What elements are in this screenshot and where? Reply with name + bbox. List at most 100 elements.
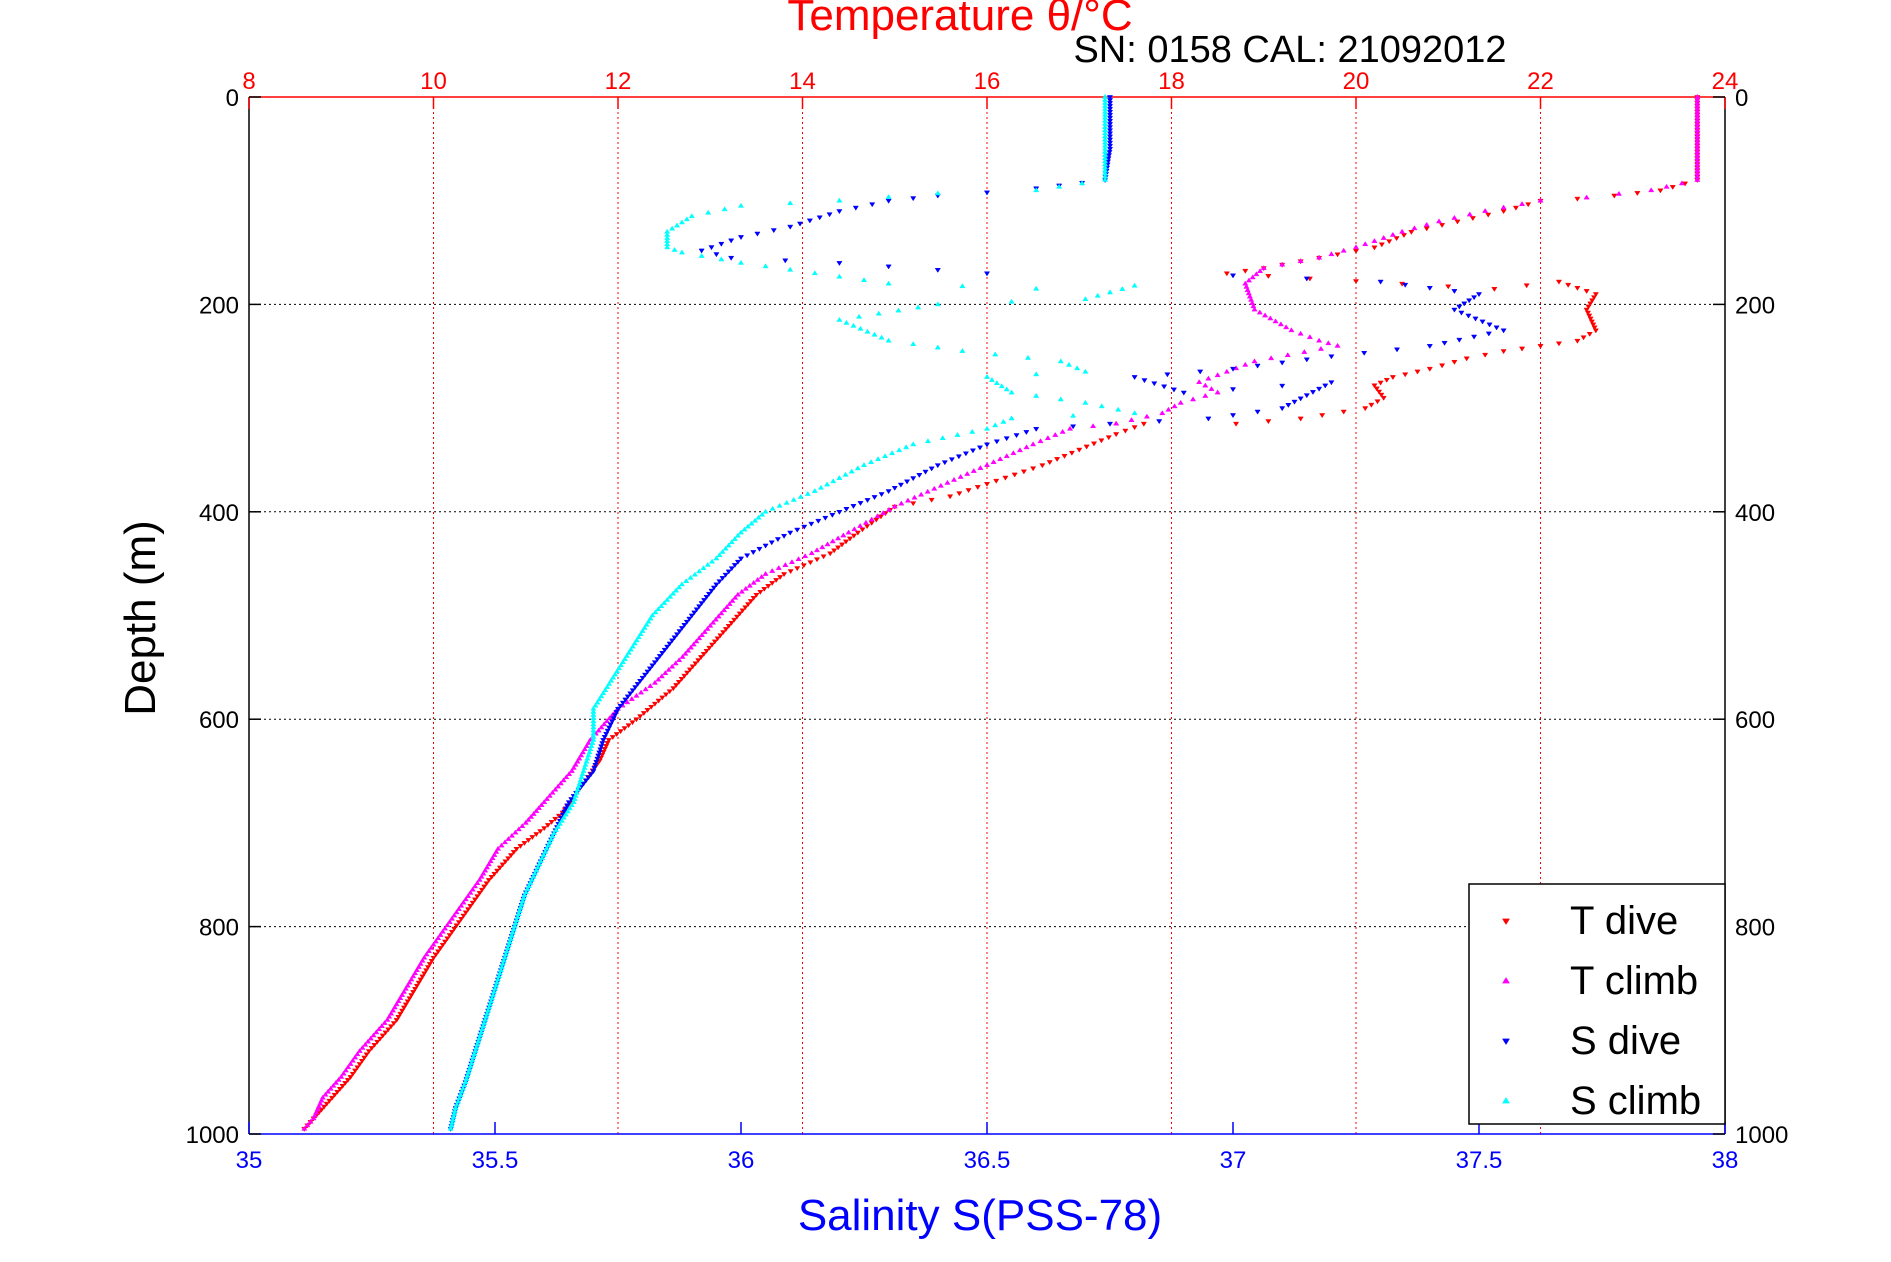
data-point [1451, 214, 1458, 220]
data-point [1472, 316, 1479, 322]
data-point [558, 817, 565, 823]
data-point [696, 604, 703, 610]
data-point [482, 867, 489, 873]
data-point [600, 690, 607, 696]
data-point [640, 711, 647, 717]
data-point [574, 786, 581, 792]
data-point [1380, 395, 1387, 401]
data-point [658, 603, 665, 608]
data-point [1402, 282, 1409, 288]
legend-label: T dive [1570, 899, 1678, 943]
data-point [581, 746, 588, 752]
data-point [642, 672, 649, 678]
data-point [1482, 352, 1489, 358]
data-point [600, 738, 607, 744]
data-point [1165, 406, 1172, 412]
data-point [1525, 202, 1532, 208]
data-point [684, 670, 691, 676]
data-point [673, 587, 680, 593]
data-point [590, 736, 597, 742]
data-point [678, 249, 686, 255]
data-point [843, 507, 850, 512]
data-point [598, 744, 605, 750]
data-point [498, 963, 505, 969]
data-point [1265, 274, 1272, 279]
data-point [787, 200, 794, 206]
data-point [874, 513, 881, 519]
data-point [505, 856, 512, 862]
data-point [664, 596, 671, 602]
data-point [721, 607, 728, 613]
data-point [869, 202, 876, 208]
data-point [448, 929, 456, 935]
data-point [709, 619, 717, 625]
data-point [609, 735, 616, 741]
data-point [1426, 366, 1433, 372]
data-point [924, 488, 931, 494]
data-point [1245, 277, 1253, 283]
data-point [584, 755, 591, 761]
data-point [393, 1001, 400, 1007]
data-point [1435, 218, 1443, 224]
data-point [331, 1092, 338, 1098]
data-point [385, 1027, 392, 1033]
data-point [683, 578, 690, 583]
data-point [695, 658, 702, 664]
data-point [1010, 450, 1017, 456]
data-point [446, 933, 453, 939]
data-point [864, 524, 871, 530]
data-point [647, 683, 654, 688]
data-point [1008, 389, 1015, 395]
data-point [388, 1010, 395, 1016]
data-point [641, 624, 648, 630]
data-point [788, 559, 796, 564]
data-point [588, 743, 595, 748]
data-point [604, 683, 611, 689]
data-point [522, 819, 529, 825]
data-point [1378, 392, 1385, 398]
data-point [969, 428, 976, 434]
data-point [397, 995, 404, 1000]
data-point [447, 1125, 454, 1131]
data-point [509, 929, 516, 935]
data-point [944, 479, 951, 485]
data-point [1033, 427, 1040, 432]
data-point [690, 641, 697, 647]
data-point [1303, 393, 1310, 399]
data-point [850, 533, 857, 539]
data-point [1414, 369, 1421, 375]
data-point [723, 604, 730, 610]
data-point [854, 465, 861, 471]
data-point [325, 1088, 332, 1094]
data-point [787, 530, 794, 536]
data-point [1537, 197, 1544, 203]
data-point [1131, 375, 1138, 381]
data-point [432, 952, 439, 958]
data-point [1669, 185, 1676, 190]
data-point [402, 985, 409, 991]
data-point [922, 469, 929, 475]
legend-label: T climb [1570, 959, 1698, 1003]
data-point [417, 977, 424, 983]
data-point [364, 1038, 372, 1044]
data-point [411, 987, 419, 992]
data-point [585, 752, 592, 758]
data-point [1106, 95, 1114, 101]
data-point [1574, 338, 1581, 344]
data-point [1074, 365, 1081, 371]
data-point [1463, 356, 1470, 362]
data-point [489, 855, 496, 860]
data-point [1362, 406, 1369, 412]
data-point [330, 1082, 337, 1088]
data-point [1106, 289, 1114, 295]
data-point [1334, 342, 1341, 348]
data-point [1458, 310, 1465, 316]
data-point [1030, 466, 1037, 472]
data-point [737, 529, 745, 535]
data-point [577, 777, 584, 783]
data-point [1106, 140, 1114, 146]
data-point [1164, 372, 1171, 378]
data-point [857, 501, 864, 506]
data-point [747, 599, 754, 605]
data-point [643, 621, 650, 627]
